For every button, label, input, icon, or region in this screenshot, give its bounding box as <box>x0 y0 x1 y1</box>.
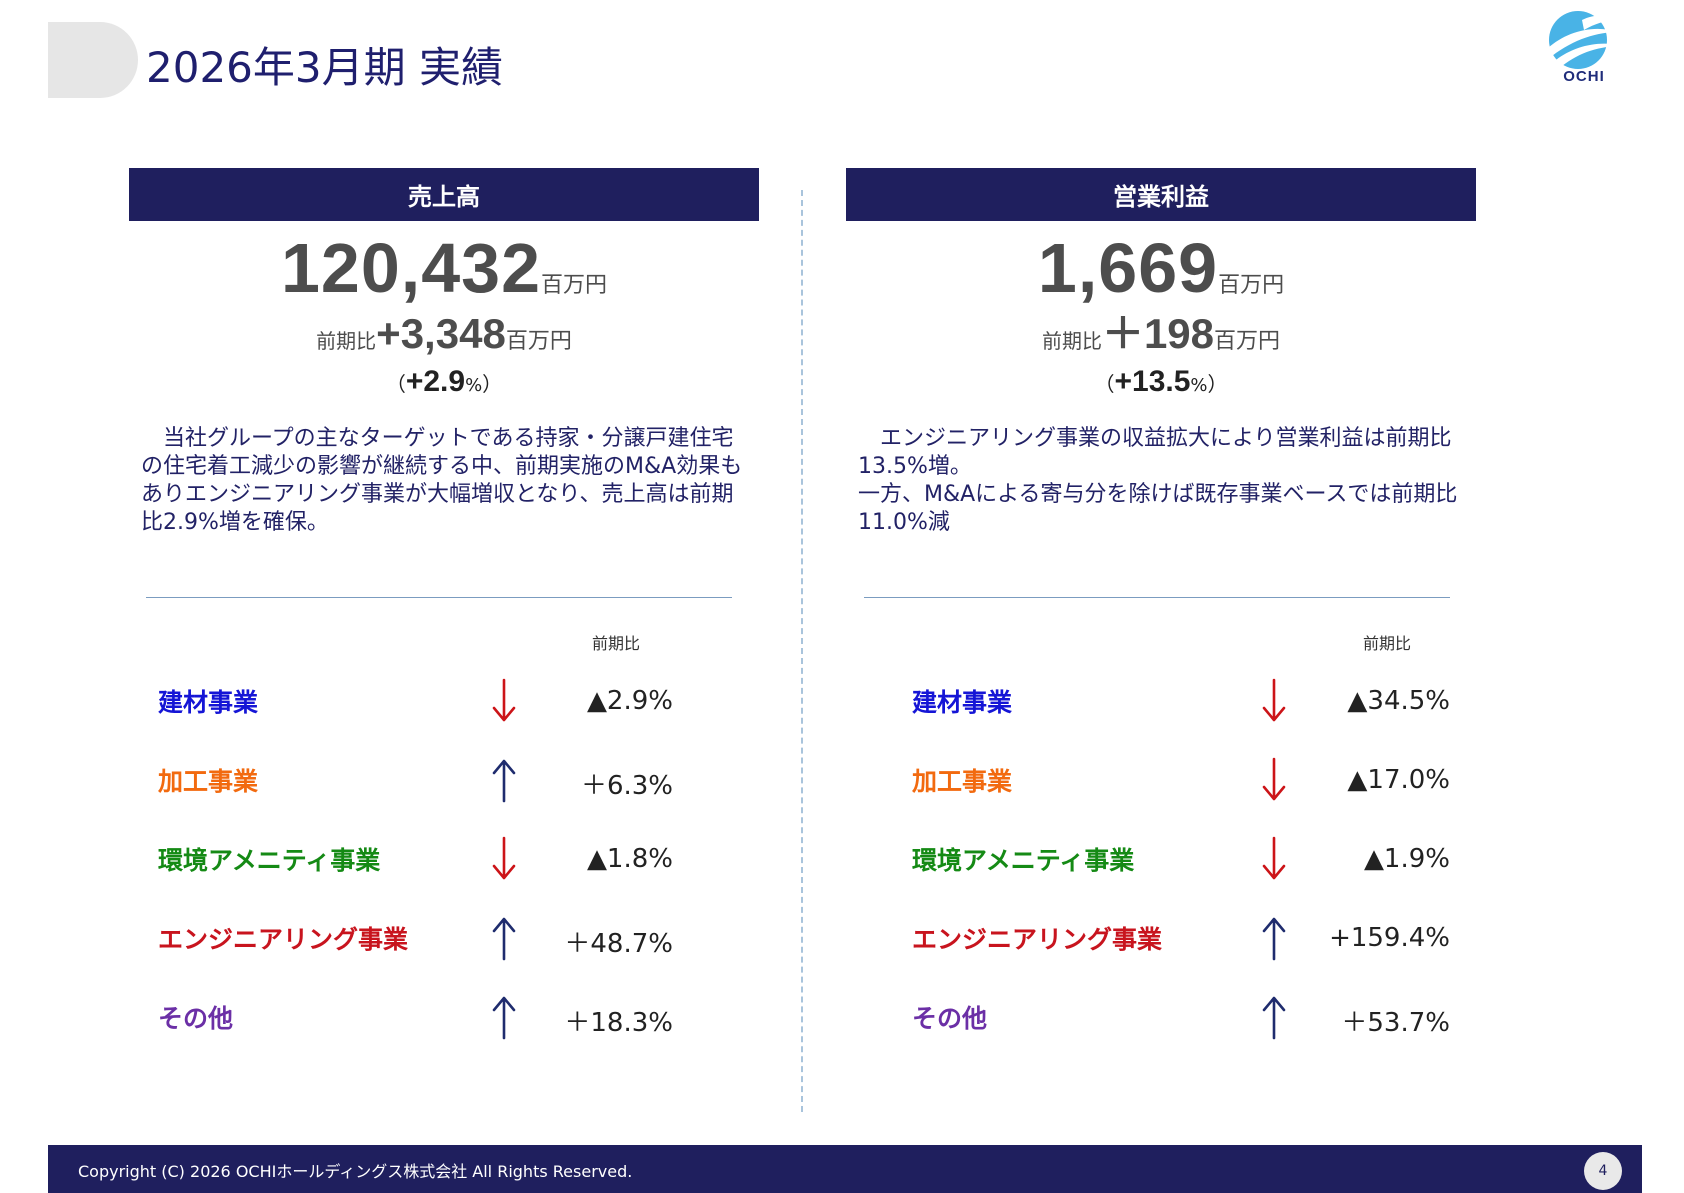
profit-segment-name: エンジニアリング事業 <box>912 925 1163 954</box>
sales-yoy-value: +3,348 <box>376 310 506 357</box>
profit-yoy: 前期比＋198百万円 <box>846 313 1476 355</box>
profit-yoy-unit: 百万円 <box>1214 329 1281 354</box>
profit-column-header: 前期比 <box>1363 634 1412 653</box>
arrow-down-icon <box>1254 836 1294 882</box>
profit-description: エンジニアリング事業の収益拡大により営業利益は前期比 13.5%増。 一方、M&… <box>858 426 1458 535</box>
profit-segment-value: ▲17.0% <box>1347 765 1450 795</box>
profit-segment-name: 建材事業 <box>912 688 1013 717</box>
arrow-down-icon <box>1254 678 1294 724</box>
profit-pct-sign: % <box>1190 375 1208 396</box>
sales-segment-name: 建材事業 <box>158 688 259 717</box>
sales-description: 当社グループの主なターゲットである持家・分譲戸建住宅 の住宅着工減少の影響が継続… <box>141 426 743 535</box>
copyright-text: Copyright (C) 2026 OCHIホールディングス株式会社 All … <box>78 1162 633 1181</box>
arrow-up-icon <box>484 757 524 803</box>
sales-unit: 百万円 <box>541 273 608 298</box>
profit-segment-name: その他 <box>912 1004 988 1033</box>
profit-header: 営業利益 <box>846 168 1476 221</box>
sales-yoy-unit: 百万円 <box>505 329 572 354</box>
arrow-up-icon <box>484 915 524 961</box>
profit-segment-name: 加工事業 <box>912 767 1013 796</box>
profit-panel: 営業利益 1,669百万円 前期比＋198百万円 （+13.5%） エンジニアリ… <box>846 168 1476 537</box>
profit-pct-open: （ <box>1094 372 1115 396</box>
sales-value: 120,432 <box>280 229 542 307</box>
sales-segment-name: 環境アメニティ事業 <box>158 846 381 875</box>
profit-segment-value: ▲1.9% <box>1363 844 1450 874</box>
company-logo: OCHI <box>1538 6 1630 88</box>
sales-pct-value: +2.9 <box>405 365 466 398</box>
sales-segment-name: その他 <box>158 1004 234 1033</box>
profit-pct: （+13.5%） <box>846 367 1476 397</box>
profit-segment-value: ＋53.7% <box>1341 1008 1450 1038</box>
sales-yoy-label: 前期比 <box>316 329 377 353</box>
sales-segment-value: ▲2.9% <box>586 686 673 716</box>
sales-pct-open: （ <box>385 372 406 396</box>
arrow-down-icon <box>1254 757 1294 803</box>
sales-pct-close: ） <box>482 372 503 396</box>
title-tab-decoration <box>48 22 138 98</box>
arrow-up-icon <box>1254 915 1294 961</box>
sales-segment-value: ▲1.8% <box>586 844 673 874</box>
sales-total: 120,432百万円 <box>129 233 759 303</box>
profit-segment-value: ▲34.5% <box>1347 686 1450 716</box>
arrow-up-icon <box>484 994 524 1040</box>
profit-value: 1,669 <box>1037 229 1219 307</box>
arrow-down-icon <box>484 836 524 882</box>
sales-segment-value: ＋48.7% <box>564 929 673 959</box>
page-number: 4 <box>1584 1152 1622 1190</box>
profit-divider <box>864 597 1450 598</box>
profit-pct-close: ） <box>1207 372 1228 396</box>
sales-segment-name: 加工事業 <box>158 767 259 796</box>
logo-wave-icon <box>1548 11 1622 69</box>
sales-header: 売上高 <box>129 168 759 221</box>
profit-total: 1,669百万円 <box>846 233 1476 303</box>
arrow-up-icon <box>1254 994 1294 1040</box>
sales-segment-value: ＋6.3% <box>580 771 673 801</box>
profit-segment-value: +159.4% <box>1329 923 1450 953</box>
sales-segment-value: ＋18.3% <box>564 1008 673 1038</box>
profit-segment-name: 環境アメニティ事業 <box>912 846 1135 875</box>
profit-yoy-label: 前期比 <box>1041 329 1102 353</box>
profit-yoy-value: ＋198 <box>1101 310 1215 357</box>
profit-pct-value: +13.5 <box>1114 365 1191 398</box>
sales-divider <box>146 597 732 598</box>
sales-column-header: 前期比 <box>592 634 641 653</box>
sales-panel: 売上高 120,432百万円 前期比+3,348百万円 （+2.9%） 当社グル… <box>129 168 759 537</box>
arrow-down-icon <box>484 678 524 724</box>
panel-separator <box>801 190 803 1112</box>
sales-pct: （+2.9%） <box>129 367 759 397</box>
sales-segment-name: エンジニアリング事業 <box>158 925 409 954</box>
sales-yoy: 前期比+3,348百万円 <box>129 313 759 355</box>
sales-pct-sign: % <box>465 375 483 396</box>
logo-text: OCHI <box>1563 68 1605 85</box>
profit-unit: 百万円 <box>1218 273 1285 298</box>
footer-bar: Copyright (C) 2026 OCHIホールディングス株式会社 All … <box>48 1145 1642 1193</box>
page-title: 2026年3月期 実績 <box>146 43 503 92</box>
